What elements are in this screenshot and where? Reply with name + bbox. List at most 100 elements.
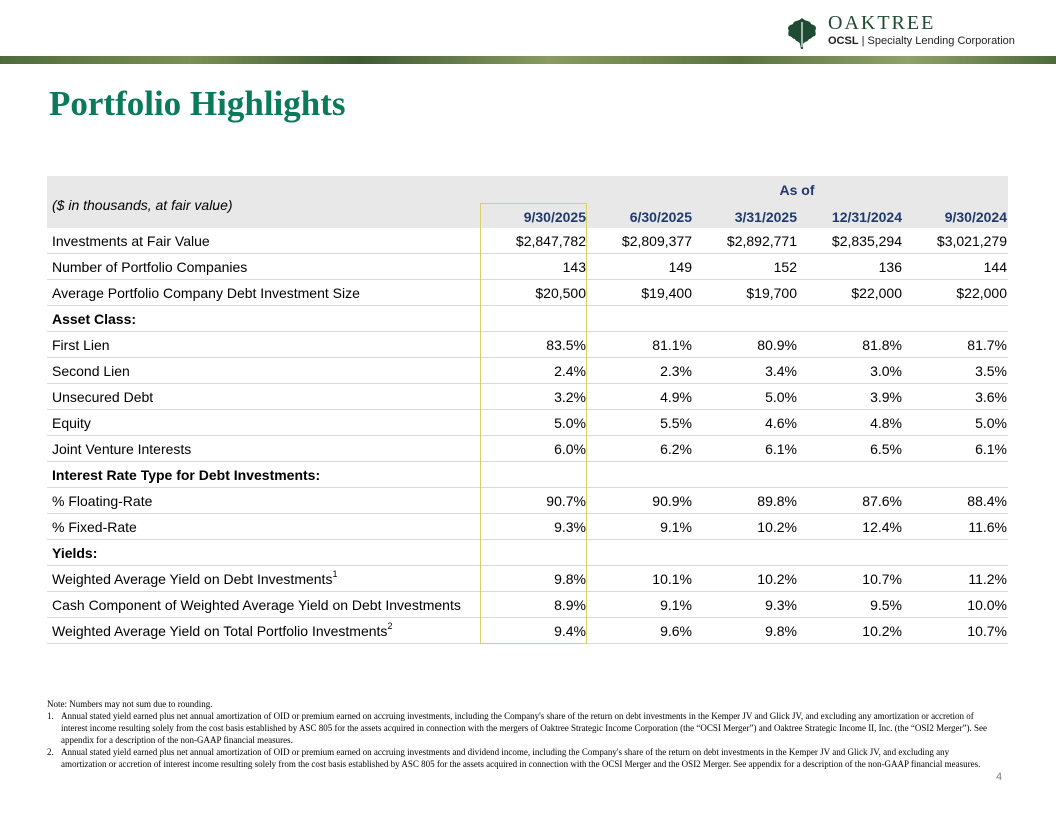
footnote-1: 1. Annual stated yield earned plus net a… bbox=[47, 710, 987, 746]
table-cell: 81.7% bbox=[967, 337, 1007, 353]
row-label: Number of Portfolio Companies bbox=[52, 259, 247, 275]
row-label: Interest Rate Type for Debt Investments: bbox=[52, 467, 320, 483]
column-header: 3/31/2025 bbox=[734, 209, 797, 225]
table-cell: 10.1% bbox=[652, 571, 692, 587]
page-title: Portfolio Highlights bbox=[49, 84, 346, 123]
row-label: First Lien bbox=[52, 337, 110, 353]
table-cell: 9.3% bbox=[554, 519, 586, 535]
row-label-text: First Lien bbox=[52, 337, 110, 353]
row-label: Equity bbox=[52, 415, 91, 431]
row-label-text: Joint Venture Interests bbox=[52, 441, 192, 457]
header-decorative-band bbox=[0, 56, 1056, 64]
portfolio-table: ($ in thousands, at fair value) As of 9/… bbox=[47, 176, 1008, 644]
table-cell: 5.0% bbox=[765, 389, 797, 405]
row-label-text: Unsecured Debt bbox=[52, 389, 154, 405]
table-row: Second Lien 2.4% 2.3% 3.4% 3.0% 3.5% bbox=[47, 358, 1008, 384]
table-cell: 4.6% bbox=[765, 415, 797, 431]
table-row: Number of Portfolio Companies 143 149 152 13… bbox=[47, 254, 1008, 280]
table-cell: 5.5% bbox=[660, 415, 692, 431]
table-cell: 6.5% bbox=[870, 441, 902, 457]
row-label-text: Yields: bbox=[52, 545, 98, 561]
table-row: Weighted Average Yield on Total Portfoli… bbox=[47, 618, 1008, 644]
table-cell: 6.0% bbox=[554, 441, 586, 457]
table-header: ($ in thousands, at fair value) As of 9/… bbox=[47, 176, 1008, 228]
row-label: Asset Class: bbox=[52, 311, 136, 327]
row-label: Weighted Average Yield on Total Portfoli… bbox=[52, 622, 392, 639]
table-cell: 5.0% bbox=[554, 415, 586, 431]
logo-wordmark: OAKTREE bbox=[828, 12, 936, 34]
column-header: 12/31/2024 bbox=[831, 209, 902, 225]
table-cell: 80.9% bbox=[757, 337, 797, 353]
row-label: Average Portfolio Company Debt Investmen… bbox=[52, 285, 360, 301]
section-row: Interest Rate Type for Debt Investments: bbox=[47, 462, 1008, 488]
row-label-text: Number of Portfolio Companies bbox=[52, 259, 248, 275]
row-label-text: % Fixed-Rate bbox=[52, 519, 137, 535]
table-cell: 90.7% bbox=[546, 493, 586, 509]
table-cell: 3.0% bbox=[870, 363, 902, 379]
row-label-text: Investments at Fair Value bbox=[52, 233, 210, 249]
table-cell: 6.1% bbox=[765, 441, 797, 457]
as-of-header: As of bbox=[779, 182, 815, 198]
table-cell: $20,500 bbox=[535, 285, 586, 301]
row-label-text: Second Lien bbox=[52, 363, 130, 379]
logo-company: Specialty Lending Corporation bbox=[867, 35, 1015, 47]
row-label-text: Weighted Average Yield on Total Portfoli… bbox=[52, 623, 388, 639]
logo-divider: | bbox=[861, 35, 865, 47]
row-label-text: Average Portfolio Company Debt Investmen… bbox=[52, 285, 360, 301]
table-cell: 10.0% bbox=[967, 597, 1007, 613]
column-header: 9/30/2024 bbox=[944, 209, 1007, 225]
table-row: Equity 5.0% 5.5% 4.6% 4.8% 5.0% bbox=[47, 410, 1008, 436]
table-cell: 9.1% bbox=[660, 597, 692, 613]
table-cell: 88.4% bbox=[967, 493, 1007, 509]
oak-leaf-icon bbox=[788, 18, 816, 49]
units-label: ($ in thousands, at fair value) bbox=[52, 197, 233, 213]
table-cell: 4.9% bbox=[660, 389, 692, 405]
table-cell: 90.9% bbox=[652, 493, 692, 509]
table-cell: 144 bbox=[983, 259, 1007, 275]
table-row: % Floating-Rate 90.7% 90.9% 89.8% 87.6% 88.4% bbox=[47, 488, 1008, 514]
table-cell: 6.1% bbox=[975, 441, 1007, 457]
section-row: Asset Class: bbox=[47, 306, 1008, 332]
row-label-text: Interest Rate Type for Debt Investments: bbox=[52, 467, 321, 483]
table-cell: $2,892,771 bbox=[726, 233, 797, 249]
footnote-number: 1. bbox=[47, 711, 54, 721]
table-row: Joint Venture Interests 6.0% 6.2% 6.1% 6.5% 6… bbox=[47, 436, 1008, 462]
table-body: Investments at Fair Value $2,847,782 $2,80… bbox=[47, 228, 1008, 644]
table-cell: $22,000 bbox=[956, 285, 1007, 301]
table-cell: 9.4% bbox=[554, 623, 586, 639]
table-cell: 11.6% bbox=[968, 519, 1007, 535]
table-cell: 143 bbox=[562, 259, 586, 275]
row-label: Investments at Fair Value bbox=[52, 233, 210, 249]
table-cell: 9.8% bbox=[554, 571, 586, 587]
row-label: % Floating-Rate bbox=[52, 493, 152, 509]
table-cell: 83.5% bbox=[546, 337, 586, 353]
table-cell: 3.5% bbox=[975, 363, 1007, 379]
table-cell: 11.2% bbox=[968, 571, 1007, 587]
table-cell: 3.2% bbox=[554, 389, 586, 405]
footnote-text: Annual stated yield earned plus net annu… bbox=[61, 747, 981, 769]
table-cell: 9.1% bbox=[660, 519, 692, 535]
row-label-text: Cash Component of Weighted Average Yield… bbox=[52, 597, 461, 613]
table-row: % Fixed-Rate 9.3% 9.1% 10.2% 12.4% 11.6% bbox=[47, 514, 1008, 540]
footnote-intro: Note: Numbers may not sum due to roundin… bbox=[47, 699, 213, 709]
table-cell: 87.6% bbox=[862, 493, 902, 509]
table-cell: 2.4% bbox=[554, 363, 586, 379]
row-label-text: Weighted Average Yield on Debt Investmen… bbox=[52, 571, 333, 587]
table-cell: 136 bbox=[878, 259, 902, 275]
table-cell: 3.4% bbox=[765, 363, 797, 379]
row-label: Weighted Average Yield on Debt Investmen… bbox=[52, 569, 338, 587]
column-header: 9/30/2025 bbox=[523, 209, 586, 225]
footnote-marker: 1 bbox=[332, 569, 338, 580]
footnote-text: Annual stated yield earned plus net annu… bbox=[61, 711, 987, 745]
row-label: Joint Venture Interests bbox=[52, 441, 191, 457]
table-cell: 9.5% bbox=[870, 597, 902, 613]
table-cell: 6.2% bbox=[660, 441, 692, 457]
row-label: Cash Component of Weighted Average Yield… bbox=[52, 597, 461, 613]
table-cell: 3.9% bbox=[870, 389, 902, 405]
table-cell: 9.8% bbox=[765, 623, 797, 639]
table-cell: 3.6% bbox=[975, 389, 1007, 405]
table-cell: $22,000 bbox=[851, 285, 902, 301]
table-cell: $19,400 bbox=[641, 285, 692, 301]
table-cell: 4.8% bbox=[870, 415, 902, 431]
row-label: Unsecured Debt bbox=[52, 389, 153, 405]
